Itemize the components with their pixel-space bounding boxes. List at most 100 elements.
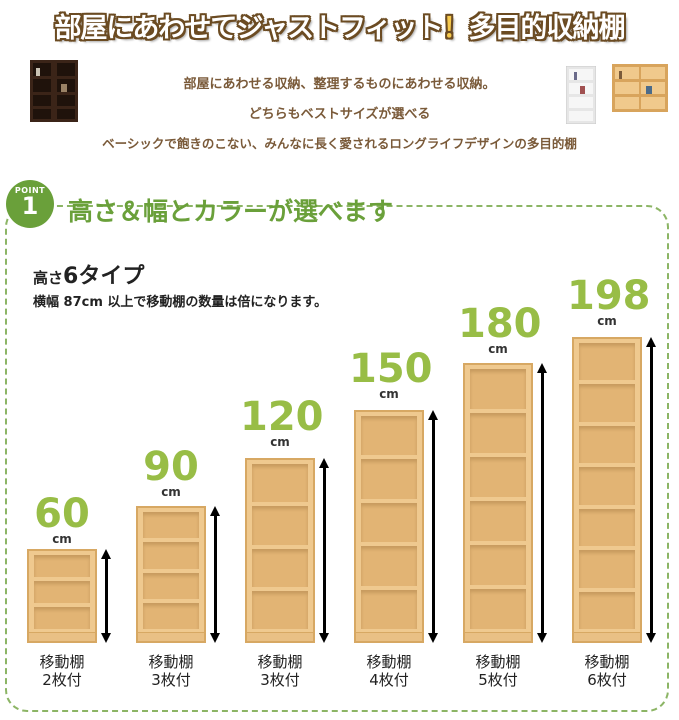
shelf-compartment — [361, 416, 417, 456]
arrow-head-down — [537, 633, 547, 643]
height-arrow — [319, 458, 330, 643]
shelf-compartment — [470, 589, 526, 629]
point-badge-number: 1 — [21, 192, 39, 220]
height-arrow — [646, 337, 657, 643]
height-unit: cm — [597, 314, 617, 328]
shelf-base — [138, 632, 204, 641]
height-arrow — [428, 410, 439, 643]
shelf-compartment — [579, 425, 635, 464]
shelf-unit-180 — [463, 363, 533, 643]
caption-line-2: 4枚付 — [369, 671, 409, 689]
arrow-head-up — [319, 458, 329, 468]
shelf-unit-198 — [572, 337, 642, 643]
height-unit: cm — [52, 532, 72, 546]
shelf-compartment — [361, 546, 417, 586]
shelf-compartment — [579, 550, 635, 588]
point-frame — [5, 205, 669, 712]
shelf-compartment — [252, 548, 308, 587]
shelf-compartment — [143, 512, 199, 539]
shelf-count-caption: 移動棚 6枚付 — [567, 653, 647, 689]
shelf-base — [465, 632, 531, 641]
caption-line-2: 3枚付 — [151, 671, 191, 689]
title-main: 部屋にあわせてジャストフィット — [54, 13, 443, 44]
dark-shelf-thumbnail — [30, 60, 78, 122]
caption-line-1: 移動棚 — [366, 653, 412, 671]
height-arrow — [537, 363, 548, 643]
shelf-count-caption: 移動棚 2枚付 — [22, 653, 102, 689]
shelf-compartment — [252, 506, 308, 545]
shelf-compartment — [470, 413, 526, 453]
shelf-unit-90 — [136, 506, 206, 643]
shelf-compartment — [361, 502, 417, 543]
wood-shelf-thumbnail — [612, 64, 668, 112]
shelf-compartment — [470, 501, 526, 541]
height-arrow — [210, 506, 221, 643]
caption-line-1: 移動棚 — [148, 653, 194, 671]
height-prefix: 高さ — [33, 269, 64, 287]
height-number: 150 — [349, 346, 433, 392]
shelf-compartment — [579, 508, 635, 547]
width-note: 横幅 87cm 以上で移動棚の数量は倍になります。 — [33, 295, 328, 310]
shelf-compartment — [361, 589, 417, 629]
arrow-head-down — [428, 633, 438, 643]
arrow-head-up — [428, 410, 438, 420]
arrow-shaft — [650, 345, 653, 635]
arrow-head-up — [646, 337, 656, 347]
height-number: 120 — [240, 394, 324, 440]
shelf-compartment — [143, 542, 199, 569]
shelf-base — [574, 632, 640, 641]
height-unit: cm — [270, 435, 290, 449]
arrow-head-down — [101, 633, 111, 643]
caption-line-1: 移動棚 — [39, 653, 85, 671]
height-number: 198 — [567, 273, 651, 319]
arrow-shaft — [105, 557, 108, 635]
shelf-count-caption: 移動棚 3枚付 — [240, 653, 320, 689]
height-number: 60 — [34, 491, 90, 537]
shelf-unit-120 — [245, 458, 315, 643]
arrow-head-up — [537, 363, 547, 373]
shelf-compartment — [579, 343, 635, 381]
arrow-head-up — [101, 549, 111, 559]
height-number: 180 — [458, 301, 542, 347]
arrow-head-down — [646, 633, 656, 643]
point-heading: 高さ＆幅とカラーが選べます — [68, 197, 394, 226]
caption-line-2: 2枚付 — [42, 671, 82, 689]
white-shelf-thumbnail — [566, 66, 596, 124]
arrow-head-up — [210, 506, 220, 516]
caption-line-1: 移動棚 — [584, 653, 630, 671]
title-tail: 多目的収納棚 — [468, 13, 626, 44]
shelf-compartment — [143, 572, 199, 599]
caption-line-1: 移動棚 — [475, 653, 521, 671]
shelf-unit-150 — [354, 410, 424, 643]
intro-line-2: どちらもベストサイズが選べる — [248, 107, 431, 122]
shelf-compartment — [143, 602, 199, 629]
height-number: 90 — [143, 444, 199, 490]
arrow-head-down — [319, 633, 329, 643]
intro-line-1: 部屋にあわせる収納、整理するものにあわせる収納。 — [183, 77, 496, 92]
arrow-shaft — [432, 418, 435, 635]
shelf-count-caption: 移動棚 4枚付 — [349, 653, 429, 689]
shelf-compartment — [579, 591, 635, 629]
shelf-compartment — [579, 384, 635, 422]
shelf-count-caption: 移動棚 5枚付 — [458, 653, 538, 689]
shelf-compartment — [34, 581, 90, 603]
shelf-count-caption: 移動棚 3枚付 — [131, 653, 211, 689]
title-mark: ！ — [442, 13, 470, 44]
arrow-head-down — [210, 633, 220, 643]
intro-line-3: ベーシックで飽きのこない、みんなに長く愛されるロングライフデザインの多目的棚 — [102, 136, 577, 151]
caption-line-2: 6枚付 — [587, 671, 627, 689]
arrow-shaft — [214, 514, 217, 635]
arrow-shaft — [323, 466, 326, 635]
shelf-compartment — [252, 590, 308, 629]
height-unit: cm — [379, 387, 399, 401]
caption-line-2: 5枚付 — [478, 671, 518, 689]
point-badge-word: POINT — [14, 186, 46, 195]
height-unit: cm — [488, 342, 508, 356]
height-arrow — [101, 549, 112, 643]
shelf-base — [29, 632, 95, 641]
page-title: 部屋にあわせてジャストフィット！多目的収納棚 — [0, 6, 679, 45]
shelf-compartment — [34, 555, 90, 577]
height-unit: cm — [161, 485, 181, 499]
shelf-compartment — [470, 457, 526, 497]
caption-line-2: 3枚付 — [260, 671, 300, 689]
